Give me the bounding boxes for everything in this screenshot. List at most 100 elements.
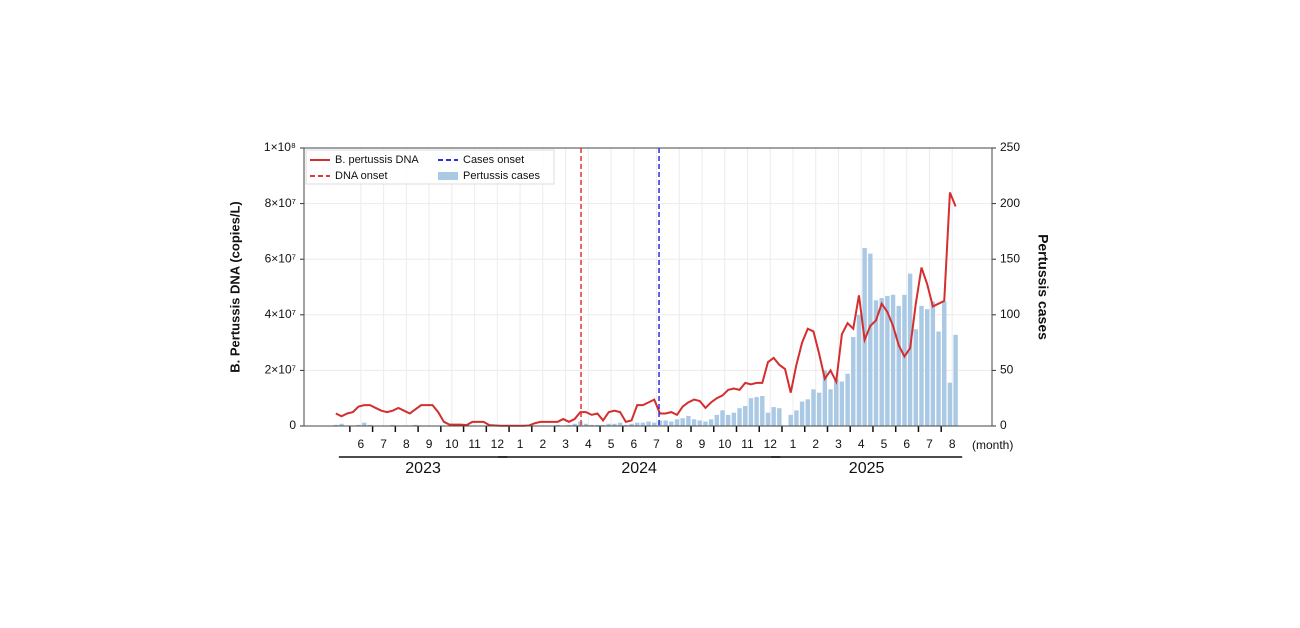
bar <box>777 408 782 426</box>
y2-tick-label: 50 <box>1000 363 1014 377</box>
bar <box>754 397 759 426</box>
x-tick-label: 3 <box>562 437 569 451</box>
x-tick-label: 9 <box>699 437 706 451</box>
bar <box>356 424 361 426</box>
bar <box>589 424 594 426</box>
bar <box>788 414 793 426</box>
x-tick-label: 2 <box>812 437 819 451</box>
y2-tick-label: 100 <box>1000 307 1020 321</box>
legend-label: Pertussis cases <box>463 170 541 182</box>
bar <box>674 419 680 426</box>
bar <box>879 298 884 426</box>
y2-tick-label: 250 <box>1000 140 1020 154</box>
bar <box>936 331 941 426</box>
bar <box>822 370 828 426</box>
legend-label: B. pertussis DNA <box>335 154 419 166</box>
bar <box>663 420 668 426</box>
x-tick-label: 6 <box>358 437 365 451</box>
plot-frame <box>303 147 993 427</box>
bar <box>942 301 947 426</box>
bar <box>913 329 919 426</box>
bar <box>873 300 879 426</box>
x-tick-label: 12 <box>491 437 505 451</box>
bar <box>646 421 651 426</box>
bar <box>333 424 339 426</box>
bar <box>339 423 344 426</box>
bar <box>890 294 896 426</box>
bar <box>617 422 623 426</box>
bar <box>851 337 856 426</box>
bar <box>743 405 748 426</box>
y-tick-label: 4×10⁷ <box>265 307 296 321</box>
bar <box>680 418 685 426</box>
x-tick-label: 11 <box>468 437 481 451</box>
x-tick-label: 5 <box>608 437 615 451</box>
y2-tick-label: 150 <box>1000 251 1020 265</box>
year-label: 2025 <box>849 460 885 477</box>
bar <box>413 424 418 426</box>
x-tick-label: 2 <box>539 437 546 451</box>
x-tick-label: 11 <box>741 437 754 451</box>
bar <box>805 399 810 426</box>
bar <box>731 412 737 426</box>
bar <box>845 373 850 426</box>
x-tick-label: 5 <box>881 437 888 451</box>
x-tick-label: 8 <box>949 437 956 451</box>
x-tick-label: 7 <box>653 437 660 451</box>
bar <box>828 389 833 426</box>
x-tick-label: 1 <box>517 437 524 451</box>
legend-label: Cases onset <box>463 154 524 166</box>
x-tick-label: 8 <box>676 437 683 451</box>
x-tick-label: 7 <box>926 437 933 451</box>
x-tick-label: 7 <box>380 437 387 451</box>
y2-tick-label: 200 <box>1000 196 1020 210</box>
y2-axis-label: Pertussis cases <box>1035 234 1051 340</box>
bar <box>720 410 725 426</box>
bar <box>572 423 577 426</box>
bar <box>771 407 776 426</box>
bar <box>725 414 731 426</box>
bar <box>816 392 822 426</box>
bar <box>714 414 719 426</box>
bar <box>799 401 805 426</box>
x-tick-label: 9 <box>426 437 433 451</box>
bar <box>634 422 640 426</box>
bar <box>811 389 816 426</box>
bar <box>896 305 901 426</box>
bar <box>657 420 663 426</box>
bar <box>669 421 674 426</box>
bar <box>902 294 907 426</box>
x-tick-label: 10 <box>445 437 459 451</box>
bar <box>930 301 936 426</box>
bar <box>640 422 646 426</box>
bar <box>623 424 629 426</box>
y-tick-label: 2×10⁷ <box>265 363 296 377</box>
bar <box>765 412 771 426</box>
year-label: 2024 <box>621 460 657 477</box>
bar <box>612 423 617 426</box>
bar <box>924 309 930 426</box>
x-tick-label: 3 <box>835 437 842 451</box>
bar <box>953 334 958 426</box>
bar <box>919 305 924 426</box>
bar <box>868 253 873 426</box>
bar <box>697 420 702 426</box>
x-tick-label: 4 <box>585 437 592 451</box>
bar <box>834 379 839 426</box>
x-tick-label: 6 <box>630 437 637 451</box>
bar <box>686 415 691 426</box>
bar <box>947 382 953 426</box>
bar <box>583 423 589 426</box>
x-tick-label: 4 <box>858 437 865 451</box>
bar <box>839 381 845 426</box>
x-tick-label: 10 <box>718 437 732 451</box>
bar <box>362 422 367 426</box>
line <box>335 192 957 427</box>
bar <box>703 421 708 426</box>
legend-box <box>305 149 555 185</box>
y-tick-label: 1×10⁸ <box>264 140 296 154</box>
bar <box>390 424 395 426</box>
bar <box>885 295 890 426</box>
x-unit-label: (month) <box>972 438 1013 452</box>
year-label: 2023 <box>405 460 441 477</box>
